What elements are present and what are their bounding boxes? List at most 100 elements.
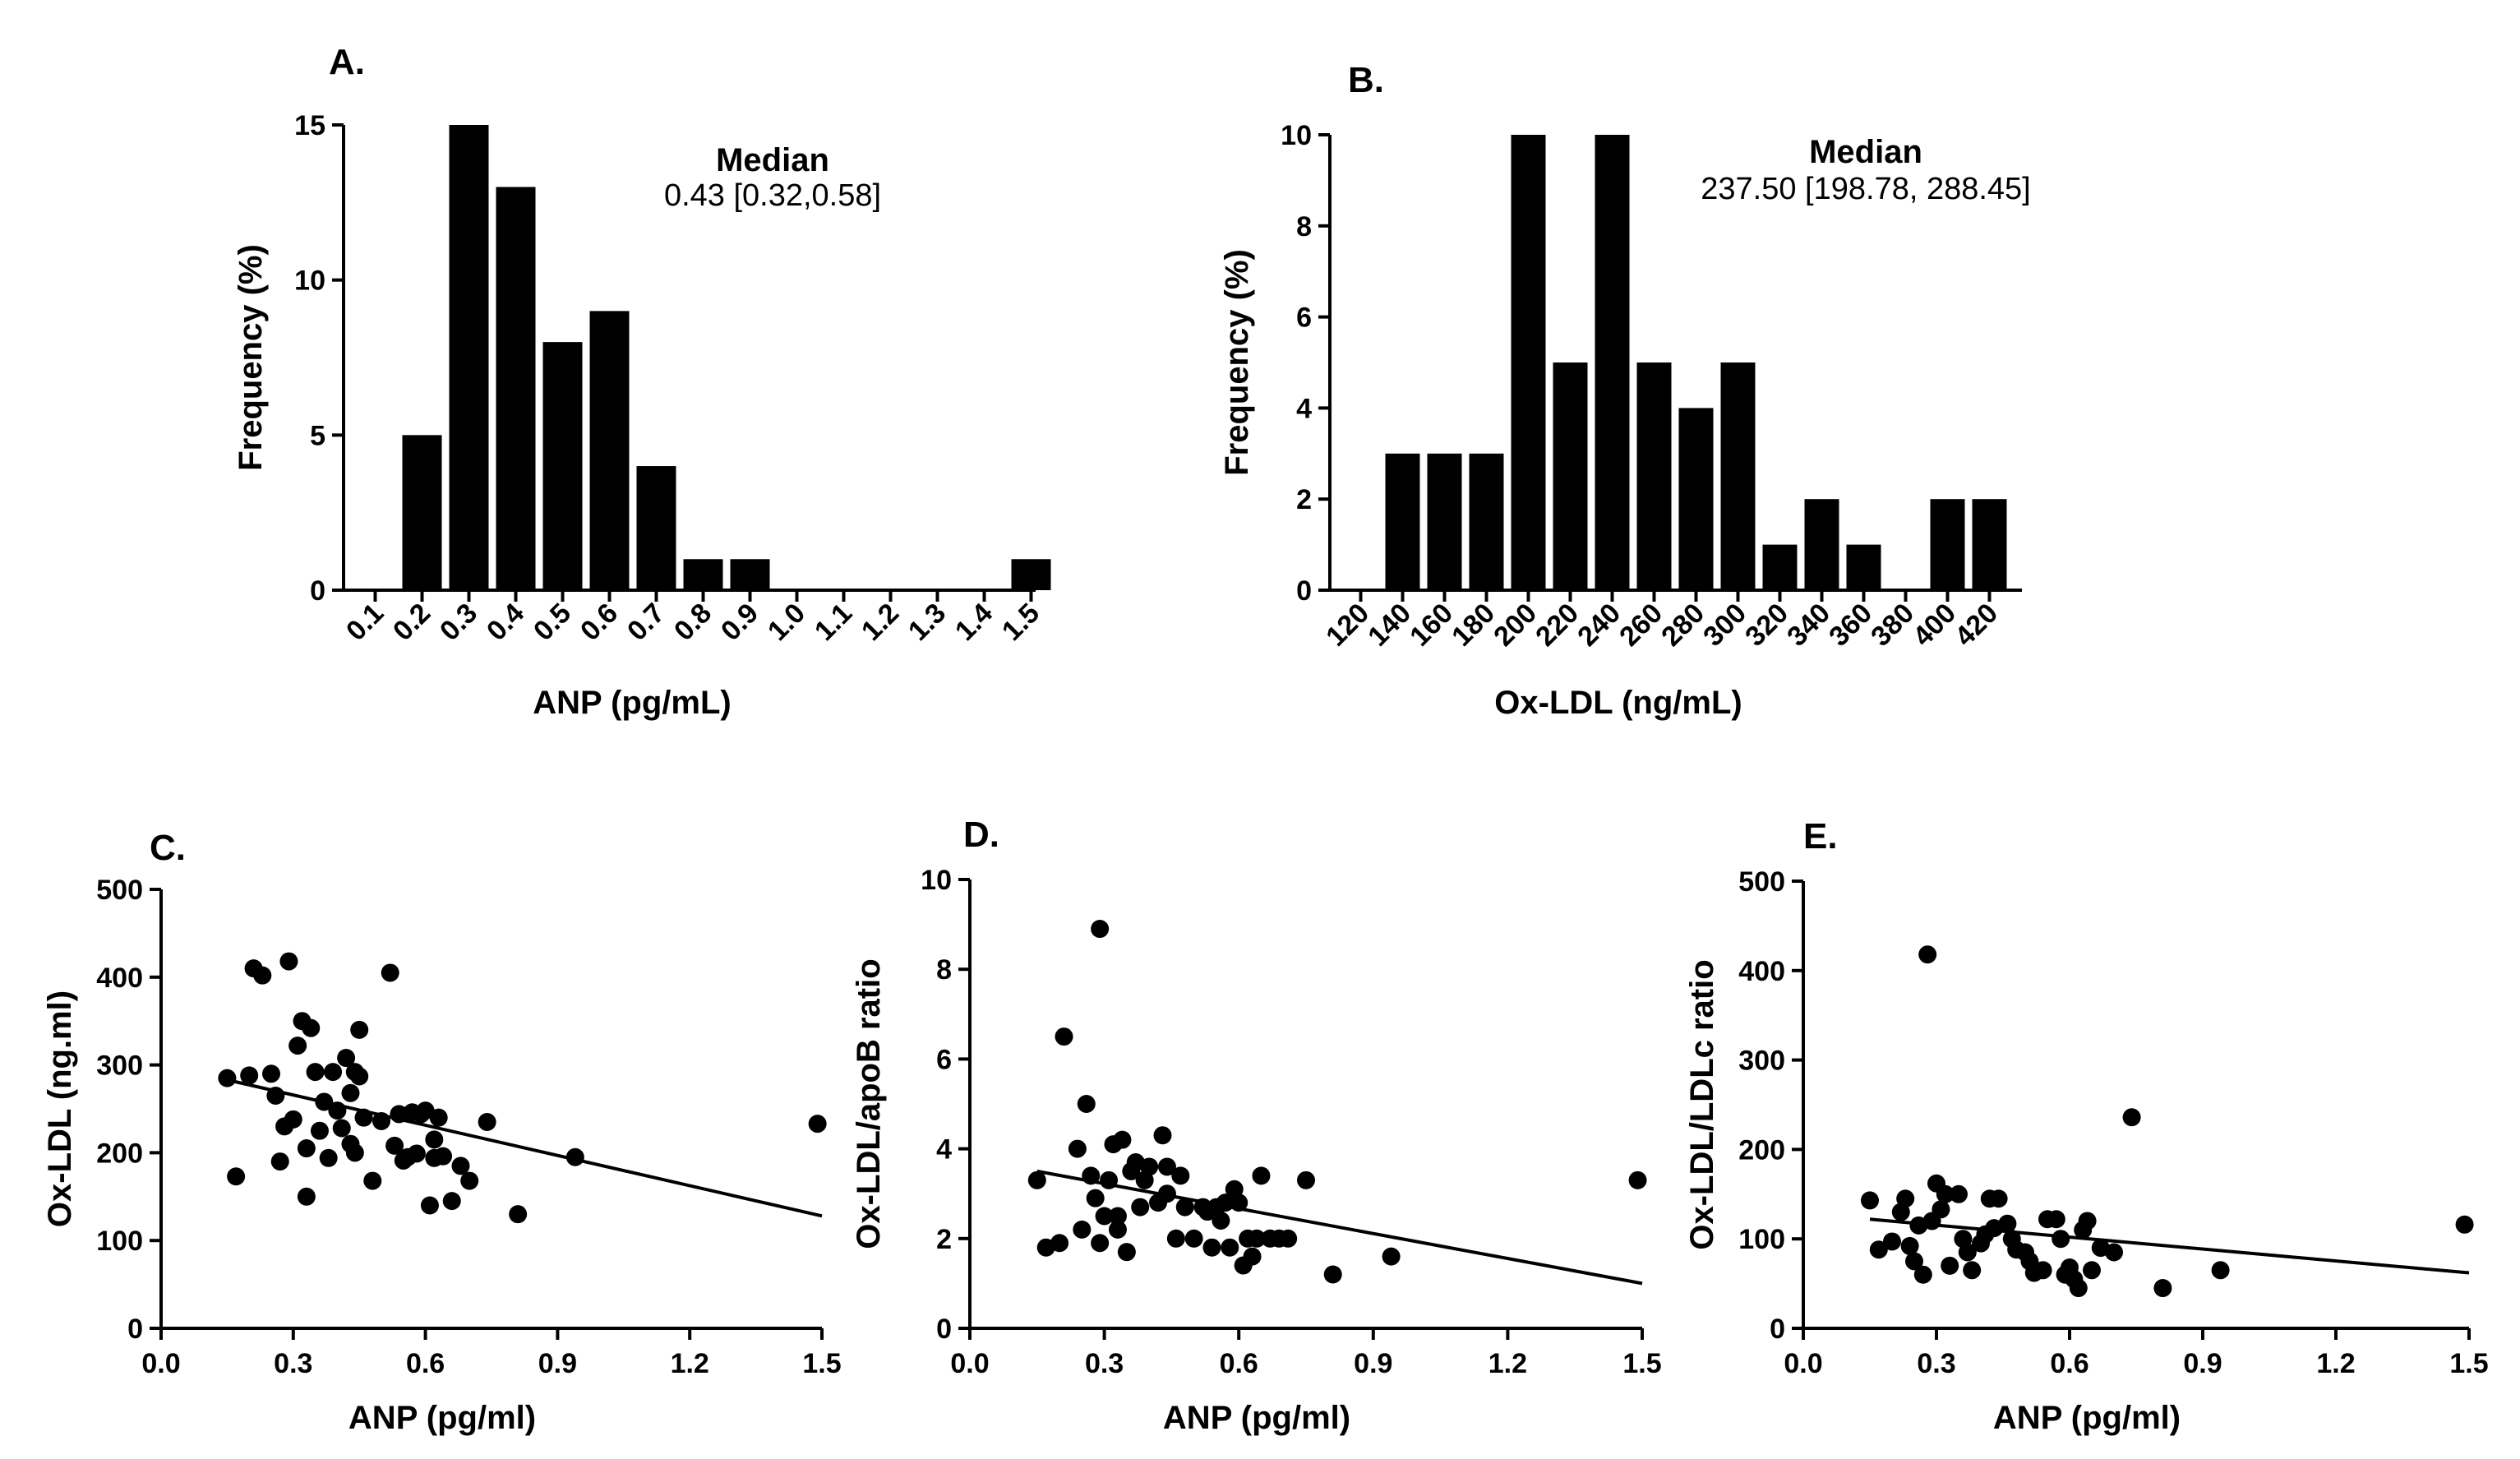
bar [1762,544,1798,590]
bar [1011,559,1051,590]
data-point [509,1205,528,1224]
data-point [425,1130,444,1149]
data-point [1382,1247,1401,1266]
y-axis-label: Ox-LDL (ng.ml) [42,990,78,1227]
data-point [1140,1157,1159,1176]
data-point [1279,1229,1298,1248]
data-point [1184,1229,1203,1248]
y-axis-label: Frequency (%) [1219,249,1255,476]
bar [1972,499,2007,590]
data-point [381,963,399,982]
data-point [1958,1243,1977,1262]
data-point [390,1105,408,1124]
x-tick-label: 0.3 [274,1348,312,1379]
median-value: 0.43 [0.32,0.58] [664,178,881,213]
x-tick-label: 1.3 [902,598,952,647]
data-point [315,1092,334,1111]
y-tick-label: 400 [1738,956,1785,987]
y-tick-label: 10 [1281,120,1312,151]
data-point [297,1139,316,1158]
data-point [354,1108,373,1127]
data-point [1941,1256,1959,1275]
bar [730,559,770,590]
data-point [1027,1170,1046,1189]
y-axis-label: Ox-LDL/LDLc ratio [1684,959,1720,1249]
data-point [1297,1170,1315,1189]
y-tick-label: 4 [1296,393,1312,424]
data-point [332,1119,351,1138]
data-point [1950,1184,1968,1203]
bar [1595,135,1630,590]
data-point [350,1067,369,1086]
data-point [262,1064,280,1083]
data-point [297,1187,316,1206]
data-point [1153,1126,1172,1145]
data-point [1869,1240,1888,1259]
x-tick-label: 1.2 [2316,1348,2355,1379]
x-axis-label: ANP (pg/mL) [533,685,731,721]
y-tick-label: 100 [96,1226,143,1257]
bar [1846,544,1881,590]
data-point [1050,1234,1069,1253]
y-tick-label: 8 [936,954,952,986]
data-point [565,1147,584,1166]
panel-label: E. [1803,816,1838,856]
data-point [288,1037,307,1055]
y-tick-label: 10 [921,865,952,896]
data-point [1166,1229,1185,1248]
bar [636,466,676,590]
bar [496,187,536,590]
data-point [1248,1229,1267,1248]
bar [1678,408,1714,590]
data-point [1905,1252,1923,1271]
data-point [1913,1265,1932,1284]
x-tick-label: 1.1 [809,598,858,647]
data-point [1077,1095,1096,1113]
data-point [1883,1232,1901,1251]
data-point [420,1196,439,1215]
x-tick-label: 0.2 [387,598,436,647]
data-point [478,1113,496,1132]
x-tick-label: 0.0 [141,1348,180,1379]
bar [1804,499,1839,590]
data-point [1113,1130,1132,1149]
median-title: Median [1809,134,1922,170]
bar [1553,362,1588,590]
data-point [1932,1200,1950,1219]
panel-b: B.02468101201401601802002202402602803003… [1219,60,2031,721]
y-tick-label: 5 [310,420,325,451]
data-point [302,1018,321,1037]
data-point [1628,1170,1647,1189]
y-tick-label: 2 [936,1224,952,1255]
data-point [2122,1108,2141,1127]
y-axis-label: Ox-LDL/apoB ratio [851,958,887,1249]
data-point [1900,1236,1919,1255]
data-point [2033,1261,2052,1280]
data-point [324,1063,343,1082]
panel-label: A. [329,42,365,82]
panel-c: C. 0 100 200 300 400 500 0.0 0.3 0.6 0.9 1.2 1.5 ANP … [42,828,842,1436]
data-point [2052,1230,2070,1249]
x-tick-label: 0.6 [1220,1348,1258,1379]
data-point [337,1049,356,1068]
data-point [266,1086,285,1105]
data-point [1108,1207,1127,1226]
x-tick-label: 0.6 [2050,1348,2088,1379]
data-point [270,1152,289,1171]
data-point [1068,1139,1087,1158]
y-tick-label: 0 [1770,1314,1785,1345]
y-tick-label: 400 [96,963,143,994]
bar [1427,453,1462,590]
data-point [2105,1243,2123,1262]
x-tick-label: 1.2 [1488,1348,1527,1379]
data-point [319,1148,338,1167]
data-point [328,1101,347,1120]
panel-label: D. [963,815,999,855]
x-tick-label: 0.8 [668,598,718,647]
x-tick-label: 0.1 [340,598,390,647]
x-tick-label: 0.3 [1917,1348,1955,1379]
data-point [1216,1194,1235,1212]
data-point [1131,1198,1150,1217]
median-value: 237.50 [198.78, 288.45] [1701,172,2030,206]
data-point [1202,1238,1221,1257]
